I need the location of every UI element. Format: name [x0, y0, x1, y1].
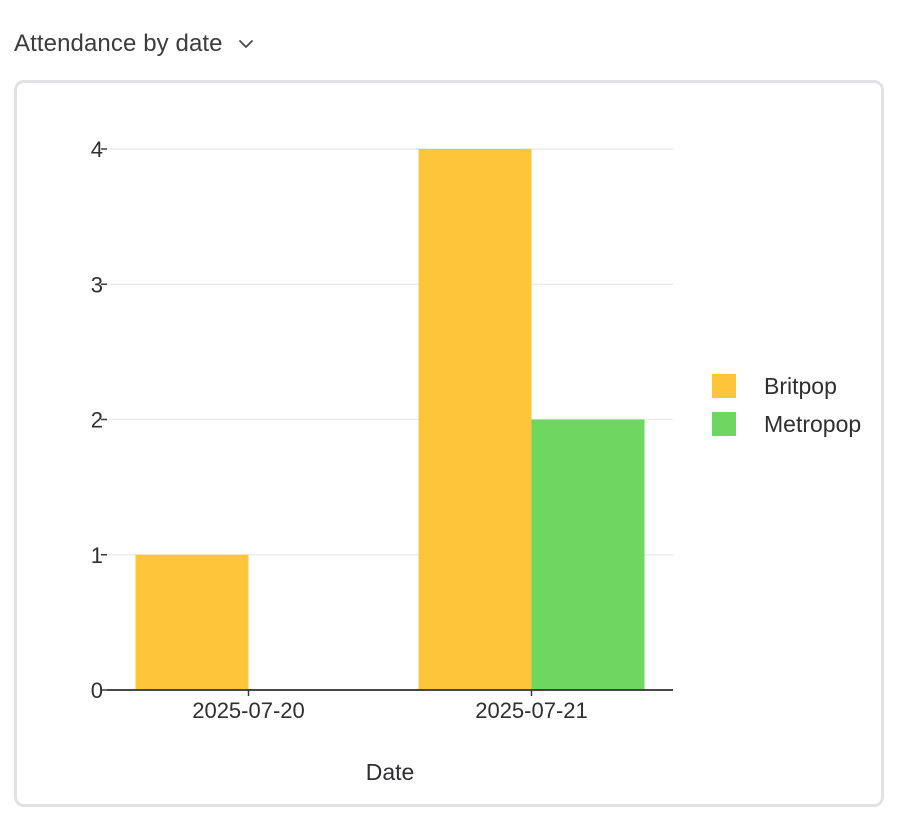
y-tick-label: 4 [91, 137, 103, 162]
chevron-down-icon [238, 40, 253, 48]
y-tick-label: 2 [91, 408, 103, 433]
legend-swatch-metropop [712, 412, 736, 436]
chart-title-dropdown[interactable]: Attendance by date [14, 30, 255, 58]
legend-label-metropop: Metropop [764, 411, 861, 437]
legend-swatch-britpop [712, 374, 736, 398]
legend-label-britpop: Britpop [764, 373, 837, 399]
x-tick-label: 2025-07-21 [475, 698, 588, 723]
axes: 0 1 2 3 4 2025-07-20 2025-07-21 [91, 137, 673, 723]
legend: Britpop Metropop [712, 373, 861, 437]
bar-britpop-2025-07-20[interactable] [135, 554, 249, 690]
x-axis-title: Date [366, 759, 415, 785]
bar-britpop-2025-07-21[interactable] [418, 149, 532, 690]
y-tick-label: 0 [91, 678, 103, 703]
bars [135, 149, 645, 691]
x-tick-label: 2025-07-20 [192, 698, 305, 723]
bar-metropop-2025-07-21[interactable] [531, 419, 645, 691]
y-tick-label: 1 [91, 543, 103, 568]
y-tick-label: 3 [91, 272, 103, 297]
chart-title: Attendance by date [14, 30, 223, 57]
